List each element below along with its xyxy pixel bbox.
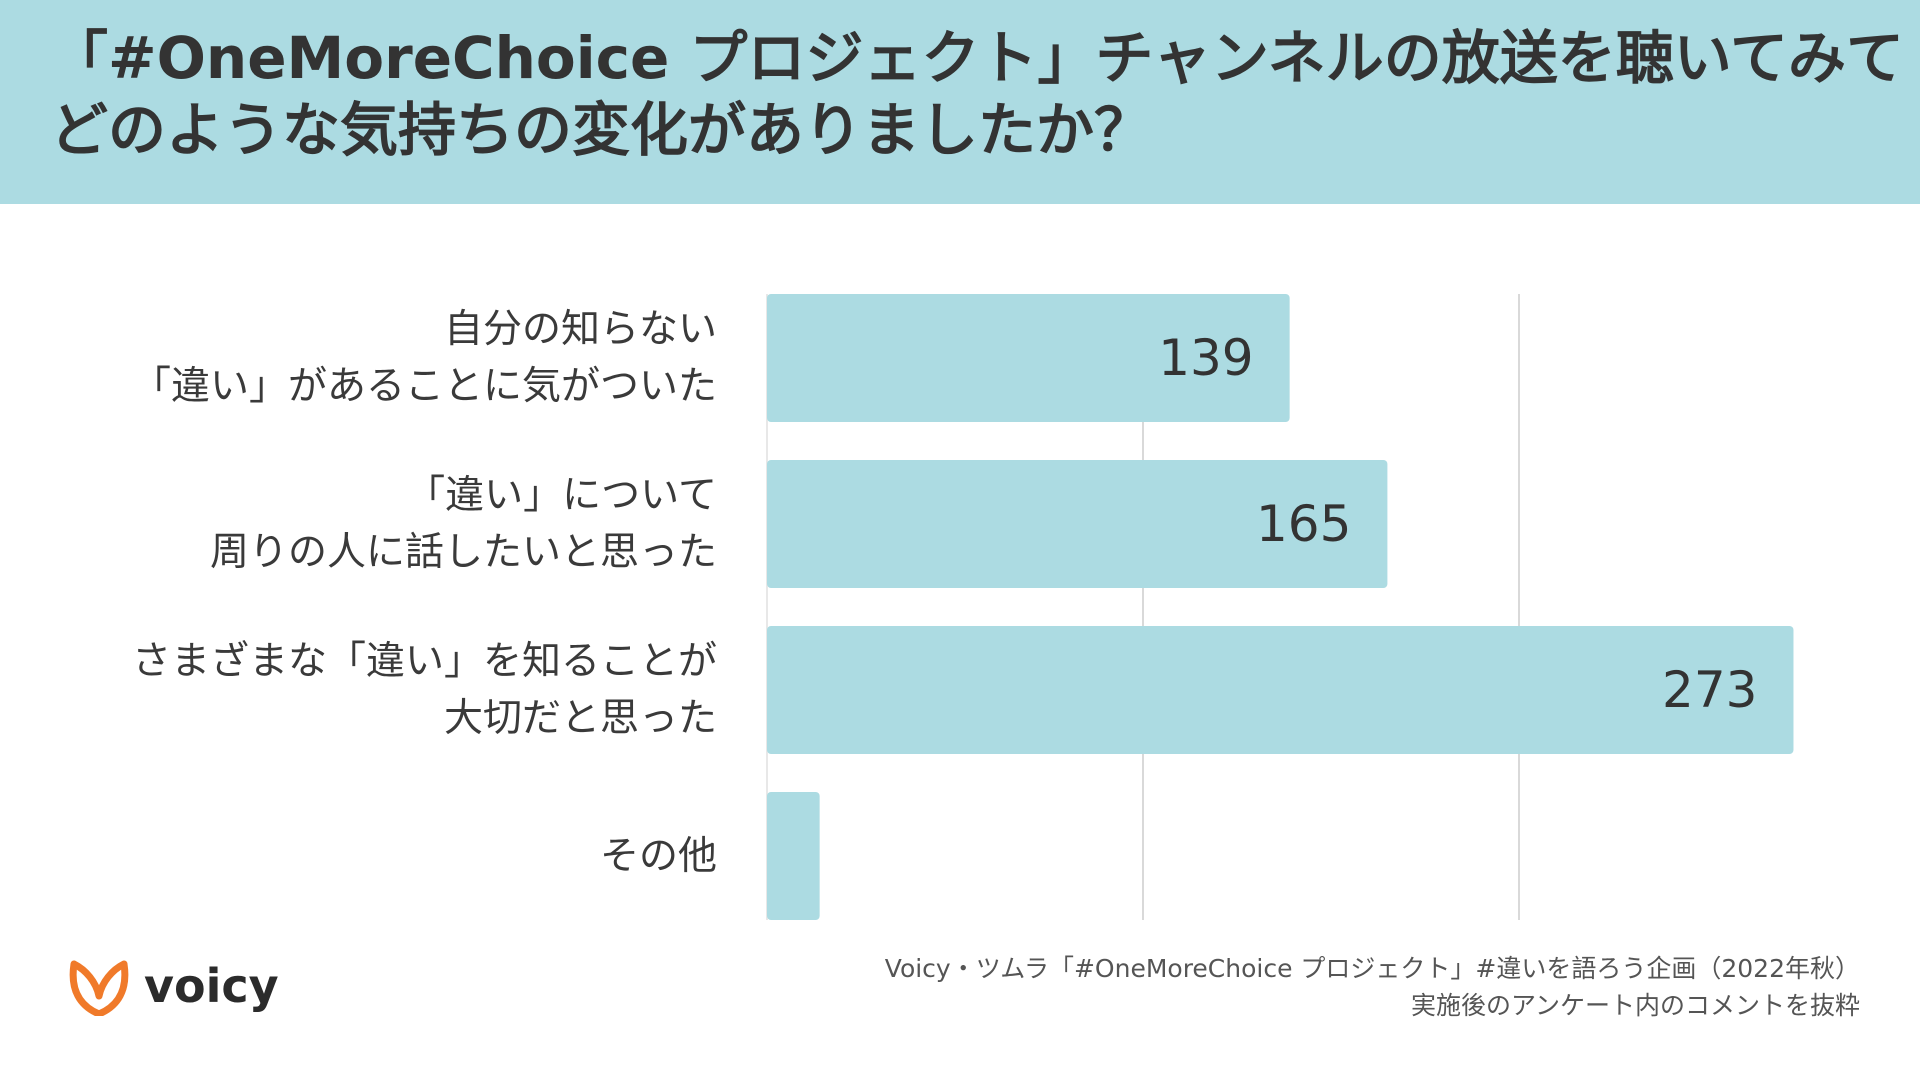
bar-1 [767, 460, 1388, 588]
category-label-0-line-1: 「違い」があることに気がついた [131, 364, 717, 409]
category-label-2: さまざまな「違い」を知ることが大切だと思った [132, 633, 717, 747]
category-label-1-line-1: 周りの人に話したいと思った [209, 530, 717, 575]
category-label-1-line-0: 「違い」について [406, 473, 717, 518]
category-label-0: 自分の知らない「違い」があることに気がついた [132, 301, 717, 415]
bar-value-label-0: 139 [1158, 329, 1253, 387]
bar-2 [767, 626, 1794, 754]
category-label-3-line-0: その他 [599, 833, 717, 879]
title-line-1: 「#OneMoreChoice プロジェクト」チャンネルの放送を聴いてみて [50, 24, 1905, 92]
source-line-1: Voicy・ツムラ「#OneMoreChoice プロジェクト」#違いを語ろう企… [884, 954, 1860, 983]
title-line-2: どのような気持ちの変化がありましたか？ [50, 96, 1153, 164]
category-label-0-line-0: 自分の知らない [443, 307, 717, 352]
voicy-leaf-icon [69, 960, 129, 1016]
category-label-2-line-1: 大切だと思った [443, 696, 717, 741]
header-banner: 「#OneMoreChoice プロジェクト」チャンネルの放送を聴いてみて どの… [0, 0, 1920, 204]
category-label-1: 「違い」について周りの人に話したいと思った [210, 467, 717, 581]
category-label-3: その他 [600, 828, 717, 885]
bar-chart: 139 165 273 自分の知らない「違い」があることに気がついた「違い」について… [0, 204, 1920, 944]
source-line-2: 実施後のアンケート内のコメントを抜粋 [1410, 991, 1860, 1020]
bar-3 [767, 792, 820, 920]
bar-value-label-2: 273 [1662, 661, 1757, 719]
bar-value-label-1: 165 [1256, 495, 1351, 553]
chart-canvas: 139 165 273 [766, 294, 1794, 920]
page-title: 「#OneMoreChoice プロジェクト」チャンネルの放送を聴いてみて どの… [50, 22, 1905, 166]
bar-0 [767, 294, 1290, 422]
category-label-2-line-0: さまざまな「違い」を知ることが [131, 639, 717, 684]
logo-wordmark: voicy [144, 959, 279, 1013]
voicy-logo: voicy [66, 956, 279, 1016]
source-note: Voicy・ツムラ「#OneMoreChoice プロジェクト」#違いを語ろう企… [885, 950, 1860, 1024]
